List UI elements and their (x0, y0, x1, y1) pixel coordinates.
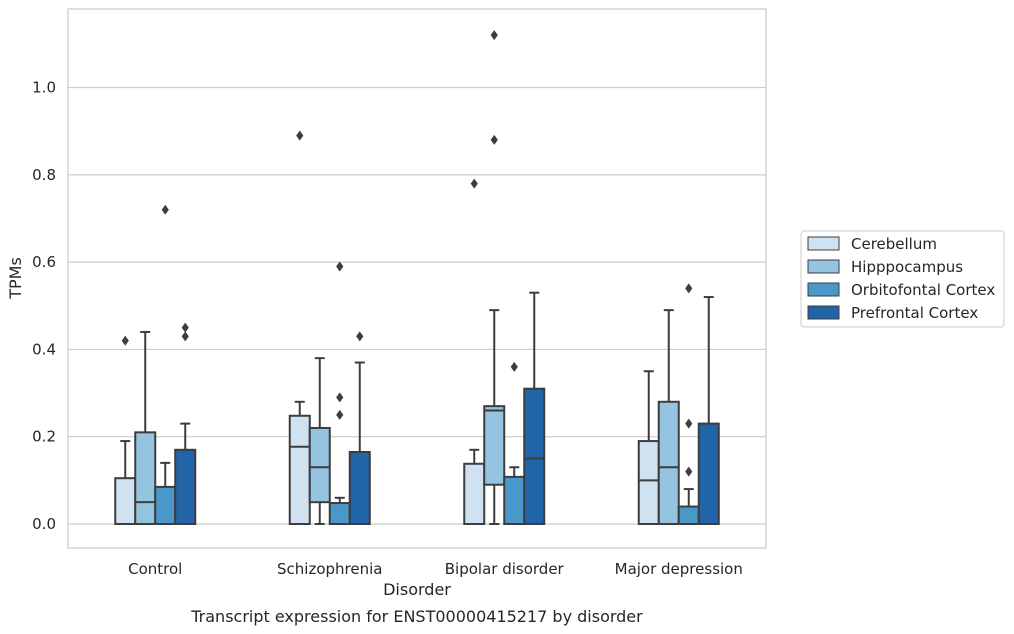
y-tick-label: 0.0 (32, 515, 56, 533)
outlier-point (490, 30, 498, 41)
box-0-1 (288, 130, 311, 525)
outlier-point (181, 331, 189, 342)
x-tick-label: Schizophrenia (277, 560, 382, 578)
outlier-point (296, 130, 304, 141)
outlier-point (121, 335, 129, 346)
box-body (174, 448, 197, 525)
y-tick-label: 0.6 (32, 253, 56, 271)
box-3-1 (348, 331, 371, 525)
x-tick-labels: Control Schizophrenia Bipolar disorder Majo… (128, 560, 743, 578)
outlier-point (685, 466, 693, 477)
figure-caption: Transcript expression for ENST0000041521… (190, 607, 643, 626)
x-axis-title: Disorder (383, 580, 451, 599)
box-body (308, 426, 331, 504)
legend-swatch (807, 282, 840, 297)
box-0-2 (463, 178, 486, 525)
outlier-point (356, 331, 364, 342)
legend-label: Orbitofontal Cortex (851, 281, 995, 299)
legend: Cerebellum Hipppocampus Orbitofontal Corte… (800, 230, 1005, 328)
box-1-0 (134, 330, 157, 525)
outlier-point (161, 204, 169, 215)
box-body (134, 431, 157, 525)
box-body (348, 450, 371, 525)
outlier-point (470, 178, 478, 189)
box-body (503, 475, 526, 525)
box-1-1 (308, 357, 331, 525)
box-body (114, 477, 137, 525)
box-3-0 (174, 322, 197, 525)
outlier-point (685, 283, 693, 294)
box-groups (114, 30, 720, 525)
box-body (697, 422, 720, 525)
outlier-point (181, 322, 189, 333)
box-body (657, 400, 680, 525)
box-0-0 (114, 335, 137, 525)
x-tick-label: Control (128, 560, 182, 578)
outlier-point (336, 392, 344, 403)
legend-label: Hipppocampus (851, 258, 963, 276)
plot-frame (67, 8, 767, 549)
box-body (288, 414, 311, 525)
y-axis-title: TPMs (6, 257, 25, 300)
box-body (154, 485, 177, 525)
x-tick-label: Major depression (615, 560, 743, 578)
legend-swatch (807, 236, 840, 251)
y-tick-label: 0.8 (32, 166, 56, 184)
x-tick-label: Bipolar disorder (445, 560, 565, 578)
box-3-3 (697, 296, 720, 525)
box-body (523, 387, 546, 525)
box-2-3 (677, 283, 700, 525)
y-tick-label: 0.2 (32, 428, 56, 446)
box-body (637, 440, 660, 525)
box-1-2 (483, 30, 506, 525)
outlier-point (490, 134, 498, 145)
outlier-point (336, 261, 344, 272)
outlier-point (336, 409, 344, 420)
legend-label: Prefrontal Cortex (851, 304, 978, 322)
box-0-3 (637, 370, 660, 525)
box-2-1 (328, 261, 351, 525)
y-tick-label: 1.0 (32, 79, 56, 97)
box-2-0 (154, 204, 177, 525)
legend-swatch (807, 259, 840, 274)
box-body (463, 462, 486, 525)
outlier-point (510, 361, 518, 372)
box-3-2 (523, 291, 546, 525)
box-body (483, 405, 506, 486)
y-tick-label: 0.4 (32, 340, 56, 358)
box-1-3 (657, 309, 680, 525)
box-body (677, 505, 700, 525)
legend-swatch (807, 305, 840, 320)
legend-label: Cerebellum (851, 235, 937, 253)
y-tick-labels: 0.0 0.2 0.4 0.6 0.8 1.0 (32, 79, 56, 533)
box-body (328, 502, 351, 525)
legend-frame (800, 230, 1005, 328)
outlier-point (685, 418, 693, 429)
